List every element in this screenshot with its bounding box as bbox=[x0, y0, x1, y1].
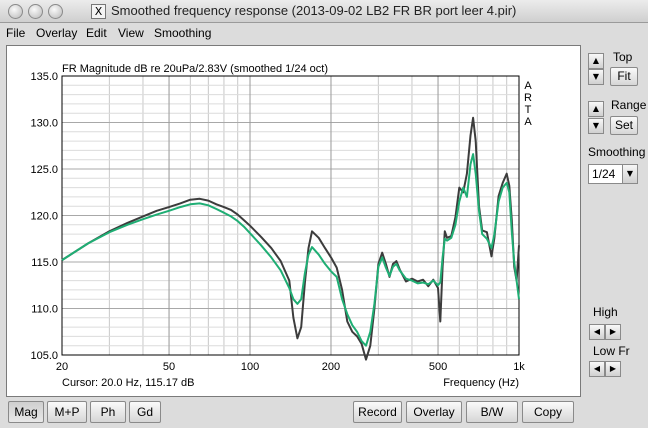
smoothing-label: Smoothing bbox=[588, 145, 646, 159]
window-title: Smoothed frequency response (2013-09-02 … bbox=[111, 3, 517, 18]
menu-bar: File Overlay Edit View Smoothing bbox=[0, 23, 648, 43]
mag-button[interactable]: Mag bbox=[8, 401, 44, 423]
high-right-arrow-icon[interactable]: ▶ bbox=[605, 324, 621, 340]
plot-panel[interactable]: 105.0 110.0 115.0 120.0 125.0 130.0 135.0 20 50 1… bbox=[6, 45, 581, 397]
menu-view[interactable]: View bbox=[118, 26, 144, 40]
set-button[interactable]: Set bbox=[610, 116, 638, 135]
range-down-arrow-icon[interactable]: ▼ bbox=[588, 118, 604, 134]
menu-edit[interactable]: Edit bbox=[86, 26, 107, 40]
high-left-arrow-icon[interactable]: ◀ bbox=[589, 324, 605, 340]
top-label: Top bbox=[613, 50, 633, 64]
y-tick-label: 130.0 bbox=[30, 118, 58, 130]
x-axis-label: Frequency (Hz) bbox=[443, 377, 519, 389]
series-line-green bbox=[61, 153, 520, 347]
menu-overlay[interactable]: Overlay bbox=[36, 26, 78, 40]
range-up-arrow-icon[interactable]: ▲ bbox=[588, 101, 604, 117]
smoothing-select[interactable]: 1/24 ▼ bbox=[588, 164, 638, 184]
title-bar: X Smoothed frequency response (2013-09-0… bbox=[0, 0, 648, 23]
top-up-arrow-icon[interactable]: ▲ bbox=[588, 53, 604, 69]
y-tick-label: 110.0 bbox=[31, 304, 58, 316]
fit-button[interactable]: Fit bbox=[610, 67, 638, 86]
range-label: Range bbox=[611, 98, 647, 112]
plot-frame bbox=[61, 75, 520, 356]
frequency-response-chart[interactable]: 105.0 110.0 115.0 120.0 125.0 130.0 135.0 20 50 1… bbox=[7, 46, 580, 396]
x-tick-label: 20 bbox=[56, 361, 68, 373]
m-plus-p-button[interactable]: M+P bbox=[47, 401, 87, 423]
x-tick-label: 1k bbox=[513, 361, 525, 373]
copy-button[interactable]: Copy bbox=[522, 401, 574, 423]
y-tick-label: 115.0 bbox=[31, 257, 58, 269]
x-tick-label: 50 bbox=[163, 361, 175, 373]
high-label: High bbox=[593, 305, 618, 319]
menu-file[interactable]: File bbox=[6, 26, 26, 40]
overlay-button[interactable]: Overlay bbox=[406, 401, 462, 423]
lowfr-right-arrow-icon[interactable]: ▶ bbox=[605, 361, 621, 377]
top-down-arrow-icon[interactable]: ▼ bbox=[588, 69, 604, 85]
bw-button[interactable]: B/W bbox=[466, 401, 518, 423]
arta-watermark-letter: T bbox=[525, 104, 532, 116]
y-tick-label: 125.0 bbox=[30, 164, 58, 176]
x-tick-label: 100 bbox=[241, 361, 259, 373]
minimize-window-button[interactable] bbox=[28, 4, 43, 19]
close-window-button[interactable] bbox=[8, 4, 23, 19]
y-tick-label: 105.0 bbox=[30, 350, 58, 362]
lowfr-label: Low Fr bbox=[593, 344, 630, 358]
arta-watermark-letter: A bbox=[524, 80, 532, 92]
lowfr-left-arrow-icon[interactable]: ◀ bbox=[589, 361, 605, 377]
ph-button[interactable]: Ph bbox=[90, 401, 126, 423]
y-tick-label: 135.0 bbox=[30, 71, 58, 83]
x11-app-icon: X bbox=[91, 4, 106, 19]
menu-smoothing[interactable]: Smoothing bbox=[154, 26, 212, 40]
x-tick-label: 200 bbox=[322, 361, 340, 373]
gd-button[interactable]: Gd bbox=[129, 401, 161, 423]
cursor-readout: Cursor: 20.0 Hz, 115.17 dB bbox=[62, 377, 194, 389]
record-button[interactable]: Record bbox=[353, 401, 402, 423]
y-tick-label: 120.0 bbox=[30, 211, 58, 223]
smoothing-value: 1/24 bbox=[592, 167, 616, 181]
dropdown-arrow-icon[interactable]: ▼ bbox=[622, 165, 637, 183]
arta-watermark-letter: A bbox=[524, 116, 532, 128]
x-tick-label: 500 bbox=[429, 361, 447, 373]
arta-watermark-letter: R bbox=[524, 92, 532, 104]
chart-title: FR Magnitude dB re 20uPa/2.83V (smoothed… bbox=[62, 63, 328, 75]
zoom-window-button[interactable] bbox=[48, 4, 63, 19]
